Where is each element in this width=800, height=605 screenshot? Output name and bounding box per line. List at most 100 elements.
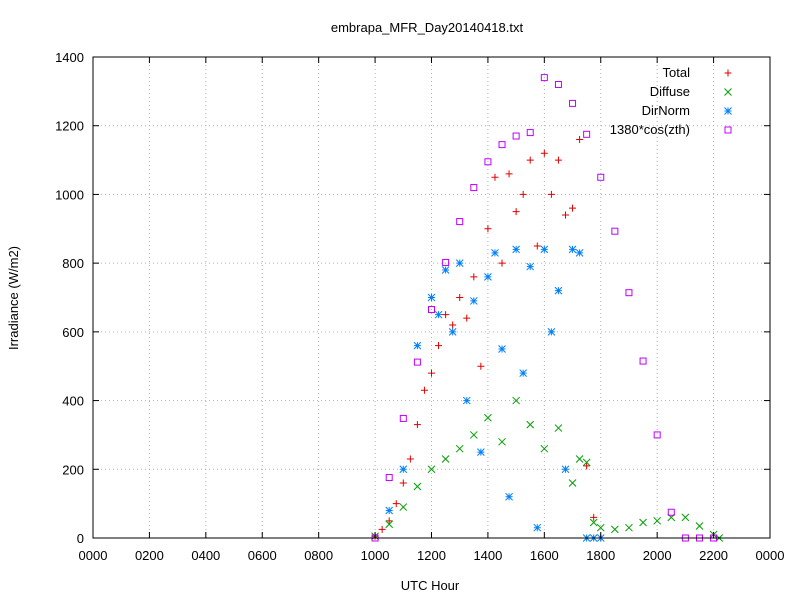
data-point-x [441, 455, 450, 463]
data-point-star [441, 266, 450, 274]
data-point-square [385, 474, 393, 482]
data-point-plus [526, 156, 534, 164]
x-tick-label: 1000 [361, 548, 390, 563]
data-series [371, 74, 724, 542]
data-point-star [554, 286, 563, 295]
data-point-plus [569, 204, 577, 212]
x-tick-label: 2200 [699, 548, 728, 563]
data-point-square [554, 80, 562, 88]
data-point-x [554, 424, 563, 432]
data-point-star [469, 297, 478, 305]
y-tick-label: 600 [62, 325, 84, 340]
data-point-square [512, 132, 520, 140]
data-point-plus [413, 421, 421, 429]
series-3 [371, 74, 718, 542]
data-point-square [413, 358, 421, 366]
data-point-star [519, 369, 528, 377]
data-point-star [477, 448, 485, 456]
data-point-square [498, 141, 506, 149]
data-point-x [653, 516, 662, 525]
data-point-plus [484, 225, 492, 233]
data-point-star [385, 506, 394, 515]
data-point-square [653, 431, 661, 439]
data-point-x [484, 413, 492, 422]
data-point-x [639, 518, 647, 527]
data-point-plus [378, 525, 386, 533]
y-axis-label: Irradiance (W/m2) [6, 246, 21, 350]
data-point-square [456, 218, 464, 226]
data-point-plus [491, 173, 499, 181]
data-point-square [625, 289, 633, 297]
data-point-x [625, 523, 633, 532]
data-point-square [526, 129, 534, 137]
data-point-x [455, 444, 464, 453]
data-point-square [399, 414, 407, 422]
data-point-plus [477, 362, 485, 370]
y-tick-label: 800 [62, 256, 84, 271]
data-point-plus [406, 455, 414, 463]
x-tick-label: 0200 [135, 548, 164, 563]
data-point-star [498, 345, 506, 353]
data-point-plus [540, 149, 548, 157]
data-point-x [681, 513, 690, 522]
data-point-x [575, 455, 584, 463]
data-point-plus [428, 369, 435, 377]
data-point-plus [449, 321, 457, 329]
legend-marker [724, 88, 732, 96]
series-2 [385, 245, 605, 542]
legend-marker [724, 69, 732, 77]
legend-marker [724, 126, 732, 134]
chart-title: embrapa_MFR_Day20140418.txt [331, 20, 524, 35]
data-point-square [639, 357, 647, 365]
legend: Total Diffuse DirNorm 1380*cos(zth) [610, 65, 732, 137]
data-point-square [428, 306, 435, 314]
legend-label: 1380*cos(zth) [610, 122, 690, 137]
data-point-plus [561, 211, 569, 219]
y-tick-label: 1400 [55, 50, 84, 65]
data-point-star [434, 310, 443, 319]
data-point-plus [512, 208, 520, 216]
data-point-plus [505, 170, 513, 178]
y-tick-label: 0 [77, 531, 84, 546]
data-point-x [582, 458, 591, 467]
data-point-plus [554, 156, 562, 164]
data-point-star [561, 465, 570, 474]
data-point-plus [590, 513, 598, 521]
data-point-plus [583, 462, 591, 470]
data-point-star [533, 523, 542, 532]
data-point-x [427, 465, 436, 474]
data-point-star [505, 492, 513, 501]
data-point-x [589, 518, 598, 527]
data-point-plus [385, 517, 393, 525]
data-point-x [413, 482, 422, 491]
data-point-plus [519, 190, 527, 198]
data-point-plus [533, 242, 541, 250]
data-point-star [455, 259, 464, 267]
data-point-x [385, 520, 394, 529]
data-point-star [427, 293, 436, 302]
data-point-square [569, 99, 577, 107]
data-point-star [484, 273, 492, 281]
data-point-star [575, 248, 584, 257]
data-point-square [470, 184, 478, 192]
x-tick-label: 1200 [417, 548, 446, 563]
data-point-star [512, 245, 520, 254]
data-point-star [526, 262, 535, 271]
x-tick-label: 0800 [304, 548, 333, 563]
legend-label: DirNorm [642, 103, 690, 118]
series-0 [371, 135, 605, 542]
axes: 0000 0200 0400 0600 0800 1000 1200 1400 1600 1800… [55, 50, 784, 563]
data-point-square [484, 158, 492, 166]
x-tick-label: 0000 [79, 548, 108, 563]
data-point-square [611, 227, 619, 235]
x-tick-label: 0400 [191, 548, 220, 563]
y-tick-label: 1200 [55, 119, 84, 134]
x-tick-label: 1600 [530, 548, 559, 563]
data-point-x [498, 437, 506, 446]
data-point-plus [399, 479, 407, 487]
data-point-x [596, 523, 605, 532]
data-point-x [512, 396, 520, 405]
data-point-x [611, 525, 619, 534]
data-point-square [583, 130, 591, 138]
data-point-star [399, 465, 408, 474]
